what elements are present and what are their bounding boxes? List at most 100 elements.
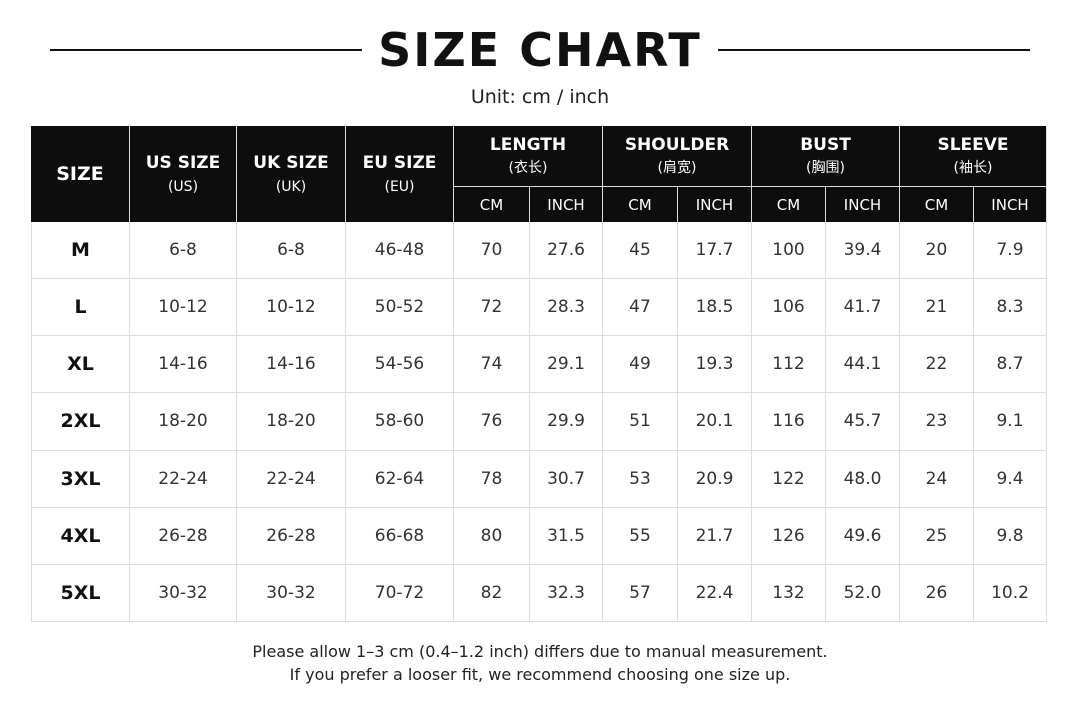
table-cell: 14-16	[237, 336, 346, 394]
table-cell: 18-20	[130, 393, 237, 451]
size-cell: 2XL	[31, 393, 130, 451]
unit-label: Unit: cm / inch	[470, 86, 610, 108]
cell-text: 10.2	[991, 582, 1029, 603]
header-sub: (肩宽)	[657, 160, 697, 176]
header-label: EU SIZE	[362, 153, 437, 173]
header-sub: (衣长)	[508, 160, 548, 176]
table-cell: 20.1	[678, 393, 752, 451]
table-cell: 45.7	[826, 393, 900, 451]
table-cell: 74	[454, 336, 530, 394]
title-rule	[718, 49, 1030, 51]
header-sub: (袖长)	[953, 160, 993, 176]
cell-text: 19.3	[695, 354, 734, 375]
cell-text: 5XL	[60, 581, 101, 604]
table-cell: 9.4	[974, 450, 1047, 508]
header-label: US SIZE	[145, 153, 221, 173]
cell-text: 25	[925, 525, 948, 546]
table-cell: 9.1	[974, 393, 1047, 451]
table-cell: 80	[454, 507, 530, 565]
table-cell: 116	[752, 393, 826, 451]
table-cell: 39.4	[826, 222, 900, 280]
cell-text: 49.6	[843, 525, 882, 546]
table-cell: 47	[603, 279, 678, 337]
cell-text: 9.1	[996, 411, 1024, 432]
cell-text: 57	[629, 582, 651, 603]
cell-text: L	[74, 296, 87, 319]
cell-text: XL	[67, 353, 94, 376]
cell-text: 31.5	[547, 525, 585, 546]
cell-text: 20.9	[695, 468, 734, 489]
table-cell: 25	[900, 507, 974, 565]
table-cell: 55	[603, 507, 678, 565]
table-cell: 45	[603, 222, 678, 280]
table-cell: 21.7	[678, 507, 752, 565]
table-cell: 132	[752, 564, 826, 622]
table-cell: 70	[454, 222, 530, 280]
size-cell: 3XL	[31, 450, 130, 508]
table-cell: 100	[752, 222, 826, 280]
table-cell: 62-64	[346, 450, 454, 508]
header-label: SHOULDER	[624, 135, 730, 155]
unit-label: CM	[479, 195, 504, 214]
table-cell: 21	[900, 279, 974, 337]
cell-text: 51	[629, 411, 651, 432]
header-cell: EU SIZE (EU)	[346, 126, 454, 222]
cell-text: 21.7	[695, 525, 734, 546]
cell-text: 17.7	[695, 240, 734, 261]
cell-text: 32.3	[547, 582, 585, 603]
table-cell: 54-56	[346, 336, 454, 394]
cell-text: 2XL	[60, 410, 101, 433]
table-cell: 51	[603, 393, 678, 451]
title-rule	[50, 49, 362, 51]
cell-text: 30-32	[158, 582, 208, 603]
header-sub: (US)	[167, 179, 199, 195]
table-cell: 30-32	[130, 564, 237, 622]
header-cell: SLEEVE (袖长)	[900, 126, 1047, 187]
cell-text: 18-20	[266, 411, 316, 432]
unit-cell: CM	[900, 187, 974, 222]
header-sub: (胸围)	[806, 160, 845, 176]
table-cell: 10.2	[974, 564, 1047, 622]
cell-text: 26-28	[158, 525, 208, 546]
cell-text: 70-72	[374, 582, 425, 603]
table-cell: 20.9	[678, 450, 752, 508]
cell-text: 24	[925, 468, 948, 489]
table-cell: 30.7	[530, 450, 603, 508]
cell-text: 29.1	[547, 354, 585, 375]
table-cell: 10-12	[237, 279, 346, 337]
cell-text: 6-8	[169, 240, 197, 261]
cell-text: 82	[480, 582, 503, 603]
table-cell: 126	[752, 507, 826, 565]
unit-cell: INCH	[826, 187, 900, 222]
cell-text: 106	[772, 297, 805, 318]
cell-text: 48.0	[843, 468, 882, 489]
cell-text: 74	[480, 354, 503, 375]
table-cell: 28.3	[530, 279, 603, 337]
table-cell: 49	[603, 336, 678, 394]
table-cell: 50-52	[346, 279, 454, 337]
cell-text: 100	[772, 240, 805, 261]
unit-cell: CM	[454, 187, 530, 222]
table-cell: 10-12	[130, 279, 237, 337]
cell-text: 39.4	[843, 240, 882, 261]
table-cell: 9.8	[974, 507, 1047, 565]
cell-text: 28.3	[547, 297, 585, 318]
cell-text: 66-68	[374, 525, 425, 546]
cell-text: 41.7	[843, 297, 882, 318]
table-cell: 19.3	[678, 336, 752, 394]
unit-label: INCH	[843, 195, 882, 214]
cell-text: 72	[480, 297, 503, 318]
cell-text: 45	[629, 240, 651, 261]
unit-label: CM	[628, 195, 652, 214]
header-sub: (UK)	[275, 179, 307, 195]
table-cell: 17.7	[678, 222, 752, 280]
header-cell: BUST (胸围)	[752, 126, 900, 187]
cell-text: 49	[629, 354, 651, 375]
table-cell: 112	[752, 336, 826, 394]
table-cell: 32.3	[530, 564, 603, 622]
table-cell: 22.4	[678, 564, 752, 622]
cell-text: 52.0	[843, 582, 882, 603]
cell-text: 122	[772, 468, 805, 489]
cell-text: M	[71, 239, 90, 262]
